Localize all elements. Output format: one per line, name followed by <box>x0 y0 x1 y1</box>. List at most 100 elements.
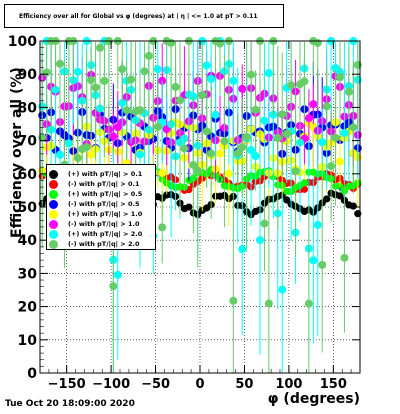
data-point <box>144 51 153 60</box>
y-tick-label: 50 <box>18 200 38 216</box>
data-point <box>207 149 216 158</box>
data-point <box>233 149 242 158</box>
data-point <box>340 253 349 262</box>
x-tick-label: 150 <box>320 377 347 392</box>
data-point <box>229 76 238 85</box>
data-point <box>56 59 64 68</box>
data-point <box>113 270 122 279</box>
data-point <box>202 61 211 70</box>
data-point <box>304 114 313 123</box>
legend: (+) with pT/|q| > 0.1 (-) with pT/|q| > 0… <box>46 164 156 250</box>
y-tick-label: 20 <box>18 300 38 316</box>
x-tick-label: 50 <box>235 377 253 392</box>
data-point <box>353 60 362 69</box>
data-point <box>220 137 229 146</box>
data-point <box>176 96 184 105</box>
data-point <box>136 106 144 115</box>
data-point <box>87 76 96 85</box>
y-axis: 0 10 20 30 40 50 60 70 80 90 100 <box>8 34 360 382</box>
data-point <box>318 260 327 269</box>
x-tick-label: 0 <box>195 377 204 392</box>
y-tick-label: 100 <box>8 34 37 50</box>
data-point <box>109 132 118 141</box>
legend-label: (-) with pT/|q| > 2.0 <box>68 240 140 248</box>
legend-label: (+) with pT/|q| > 1.0 <box>68 210 143 218</box>
data-point <box>349 123 358 132</box>
legend-marker <box>49 169 58 179</box>
data-point <box>282 129 291 138</box>
legend-marker <box>49 199 58 209</box>
x-axis: −150 −100 −50 0 50 100 150 <box>48 41 361 392</box>
data-point <box>136 150 144 159</box>
legend-marker <box>49 189 58 199</box>
y-tick-label: 30 <box>18 266 38 282</box>
data-point <box>300 179 309 187</box>
data-point <box>323 195 331 203</box>
data-point <box>100 76 109 85</box>
data-point <box>318 138 327 147</box>
x-axis-label: φ (degrees) <box>267 391 360 407</box>
legend-entry: (+) with pT/|q| > 0.5 <box>49 189 142 199</box>
x-tick-label: 100 <box>275 377 302 392</box>
data-point <box>73 154 82 163</box>
chart-title: Efficiency over all for Global vs φ (deg… <box>4 4 284 28</box>
data-point <box>216 149 224 158</box>
data-point <box>344 87 353 96</box>
data-point <box>96 43 104 52</box>
legend-marker <box>49 219 58 229</box>
data-point <box>247 146 256 155</box>
data-point <box>238 84 247 93</box>
y-tick-label: 0 <box>27 366 37 382</box>
data-point <box>304 299 313 308</box>
data-point <box>242 132 251 141</box>
data-point <box>247 70 256 79</box>
legend-marker <box>49 229 58 239</box>
data-point <box>122 106 131 115</box>
data-point <box>216 39 224 48</box>
data-point <box>264 299 273 308</box>
data-point <box>56 150 64 159</box>
x-tick-label: −50 <box>141 377 170 392</box>
data-point <box>278 110 287 119</box>
data-point <box>287 81 296 90</box>
data-point <box>327 162 336 171</box>
legend-entry: (-) with pT/|q| > 1.0 <box>49 219 139 229</box>
data-point <box>322 102 331 111</box>
legend-marker <box>49 209 58 219</box>
legend-label: (+) with pT/|q| > 2.0 <box>68 230 143 238</box>
data-point <box>260 219 269 228</box>
data-point <box>198 91 207 100</box>
data-point <box>251 152 260 161</box>
legend-entry: (+) with pT/|q| > 1.0 <box>49 209 142 219</box>
data-point <box>349 202 357 210</box>
legend-marker <box>49 239 58 249</box>
data-point <box>180 144 189 153</box>
legend-marker <box>49 179 58 189</box>
data-point <box>331 133 340 142</box>
data-point <box>283 196 291 204</box>
legend-entry: (-) with pT/|q| > 0.1 <box>49 179 139 189</box>
data-point <box>118 98 127 107</box>
data-point <box>336 73 344 82</box>
data-point <box>309 256 318 265</box>
data-point <box>73 67 82 76</box>
data-point <box>256 236 264 245</box>
y-tick-label: 40 <box>18 233 38 249</box>
data-point <box>153 122 162 131</box>
data-point <box>42 68 51 77</box>
data-point <box>140 67 149 76</box>
data-point <box>158 223 167 232</box>
data-point <box>336 192 344 200</box>
data-point <box>64 139 73 148</box>
legend-entry: (-) with pT/|q| > 2.0 <box>49 239 139 249</box>
data-point <box>87 150 96 159</box>
legend-entry: (+) with pT/|q| > 2.0 <box>49 229 142 239</box>
data-point <box>193 166 202 175</box>
x-tick-label: −150 <box>48 377 86 392</box>
legend-label: (+) with pT/|q| > 0.5 <box>68 190 143 198</box>
data-point <box>273 133 282 142</box>
data-point <box>309 100 318 109</box>
y-tick-label: 80 <box>18 100 38 116</box>
data-point <box>118 65 127 74</box>
data-point <box>207 74 216 83</box>
